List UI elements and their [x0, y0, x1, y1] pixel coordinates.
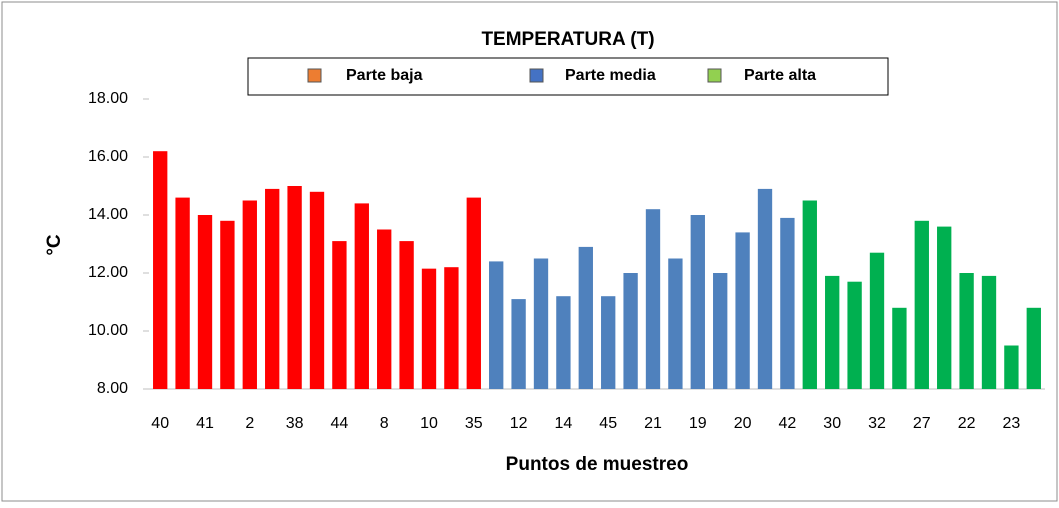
- legend-label: Parte baja: [346, 67, 423, 84]
- y-tick-label: 16.00: [88, 148, 128, 165]
- x-tick-label: 8: [380, 415, 389, 432]
- x-tick-label: 44: [331, 415, 349, 432]
- x-tick-label: 19: [689, 415, 707, 432]
- x-tick-label: 14: [555, 415, 573, 432]
- x-tick-label: 40: [151, 415, 169, 432]
- y-tick-label: 14.00: [88, 206, 128, 223]
- bar: [421, 268, 437, 389]
- x-tick-label: 20: [734, 415, 752, 432]
- bar: [937, 226, 952, 389]
- bar: [220, 220, 235, 389]
- legend-label: Parte alta: [744, 67, 816, 84]
- bar: [802, 200, 817, 389]
- bar: [556, 296, 571, 389]
- x-tick-label: 27: [913, 415, 931, 432]
- bar: [780, 217, 795, 389]
- legend-swatch: [707, 68, 722, 83]
- bar: [309, 191, 325, 389]
- bar: [466, 197, 481, 389]
- y-tick-label: 10.00: [88, 322, 128, 339]
- legend-box: [247, 57, 889, 96]
- x-tick-label: 21: [644, 415, 662, 432]
- x-tick-label: 42: [779, 415, 797, 432]
- x-tick-label: 38: [286, 415, 304, 432]
- bar: [354, 203, 369, 389]
- bar: [287, 186, 302, 389]
- bar: [511, 299, 526, 389]
- bar: [735, 232, 750, 389]
- bar: [623, 273, 638, 389]
- x-tick-label: 32: [868, 415, 886, 432]
- bar: [1004, 345, 1019, 389]
- bar: [757, 188, 773, 389]
- bar: [265, 188, 280, 389]
- bar: [153, 151, 168, 389]
- bar: [399, 241, 414, 389]
- bar: [578, 246, 593, 389]
- bar: [489, 261, 504, 389]
- x-tick-label: 10: [420, 415, 438, 432]
- bar: [869, 252, 885, 389]
- bar: [197, 215, 213, 389]
- bar: [981, 275, 997, 389]
- bar: [533, 258, 549, 389]
- chart-title: TEMPERATURA (T): [481, 29, 654, 50]
- x-tick-label: 41: [196, 415, 214, 432]
- y-axis-label: °C: [44, 234, 65, 256]
- bar: [892, 307, 907, 389]
- x-tick-label: 12: [510, 415, 528, 432]
- bar: [959, 273, 974, 389]
- legend-label: Parte media: [565, 67, 656, 84]
- bar: [444, 267, 459, 389]
- x-tick-label: 45: [599, 415, 617, 432]
- legend-swatch: [307, 68, 322, 83]
- x-tick-label: 35: [465, 415, 483, 432]
- x-tick-label: 30: [823, 415, 841, 432]
- y-tick-label: 18.00: [88, 90, 128, 107]
- x-tick-label: 2: [245, 415, 254, 432]
- bar: [1026, 307, 1041, 389]
- bar: [601, 296, 616, 389]
- bar: [332, 241, 347, 389]
- bar: [377, 229, 392, 389]
- bar: [847, 281, 862, 389]
- bar: [713, 273, 728, 389]
- legend-swatch: [529, 68, 544, 83]
- x-axis-label: Puntos de muestreo: [506, 454, 689, 475]
- bar: [668, 258, 683, 389]
- x-tick-label: 23: [1003, 415, 1021, 432]
- bar: [690, 215, 705, 389]
- bar: [645, 209, 661, 389]
- x-tick-label: 22: [958, 415, 976, 432]
- bar: [825, 275, 840, 389]
- y-tick-label: 8.00: [97, 380, 128, 397]
- bar: [242, 200, 257, 389]
- bar: [914, 220, 929, 389]
- bar: [175, 197, 190, 389]
- y-tick-label: 12.00: [88, 264, 128, 281]
